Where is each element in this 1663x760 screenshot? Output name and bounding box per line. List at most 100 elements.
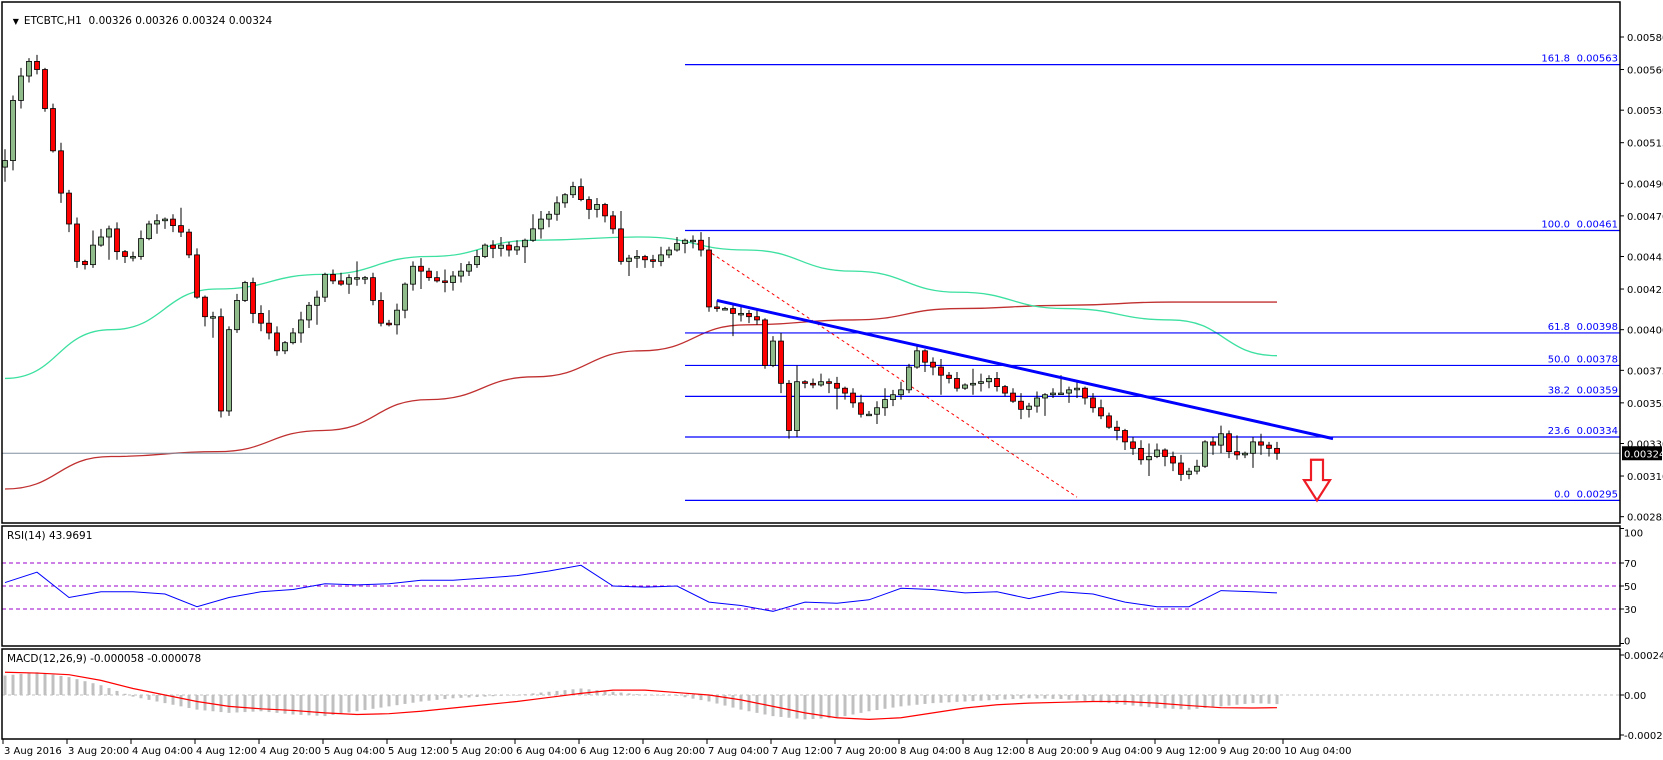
bear-candle-body [834, 382, 840, 389]
macd-histogram-bar [723, 695, 727, 706]
bull-candle-body [26, 60, 32, 77]
bull-candle-body [154, 220, 160, 225]
bull-candle-body [106, 228, 112, 238]
macd-histogram-bar [275, 695, 279, 713]
macd-histogram-bar [1051, 695, 1055, 699]
bull-candle-body [1034, 397, 1040, 407]
candle [530, 214, 536, 242]
candle [754, 310, 760, 325]
candle [498, 236, 504, 257]
candle [834, 376, 840, 410]
bull-candle-body [770, 340, 776, 366]
fib-level-ratio: 0.0 [1554, 489, 1570, 500]
macd-histogram-bar [331, 695, 335, 715]
bear-candle-body [954, 378, 960, 389]
bear-candle-body [754, 316, 760, 321]
macd-histogram-bar [1187, 695, 1191, 710]
candle [1226, 430, 1232, 459]
bull-candle-body [634, 256, 640, 259]
candle [1026, 402, 1032, 418]
rsi-axis-label: 50 [1624, 582, 1637, 593]
price-axis-label: 0.00535 [1627, 106, 1663, 117]
bull-candle-body [298, 319, 304, 334]
macd-histogram-bar [1115, 695, 1119, 704]
candle [250, 277, 256, 324]
bear-candle-body [338, 280, 344, 285]
macd-label: MACD(12,26,9) -0.000058 -0.000078 [7, 653, 202, 665]
macd-histogram-bar [395, 695, 399, 706]
dropdown-triangle-icon[interactable]: ▼ [12, 17, 19, 26]
macd-histogram-bar [307, 695, 311, 716]
bear-candle-body [1002, 386, 1008, 394]
macd-histogram-bar [819, 695, 823, 719]
time-axis-label: 4 Aug 12:00 [196, 746, 257, 757]
candle [210, 311, 216, 338]
fib-level-price: 0.00378 [1577, 354, 1618, 365]
bull-candle-body [1050, 392, 1056, 396]
candle [698, 232, 704, 257]
candle [138, 230, 144, 260]
candle [674, 236, 680, 252]
main-price-pane[interactable]: 161.8 0.00563 100.0 0.00461 61.8 0.00398 50.0 0… [2, 54, 1620, 503]
macd-histogram-bar [515, 695, 519, 696]
macd-histogram-bar [1219, 695, 1223, 707]
rsi-axis-label: 0 [1624, 637, 1630, 648]
bull-candle-body [570, 186, 576, 196]
candle [290, 328, 296, 345]
macd-histogram-bar [739, 695, 743, 710]
rsi-pane[interactable] [2, 562, 1620, 612]
bear-candle-body [810, 382, 816, 386]
macd-histogram-bar [379, 695, 383, 708]
macd-histogram-bar [299, 695, 303, 715]
bull-candle-body [522, 239, 528, 248]
bear-candle-body [170, 218, 176, 227]
macd-histogram-bar [219, 695, 223, 713]
candle [738, 305, 744, 322]
candle [1050, 388, 1056, 398]
bull-candle-body [906, 366, 912, 391]
macd-histogram-bar [875, 695, 879, 711]
macd-histogram-bar [771, 695, 775, 717]
macd-histogram-bar [427, 695, 431, 701]
macd-histogram-bar [931, 695, 935, 704]
bull-candle-body [890, 394, 896, 400]
candle [170, 214, 176, 233]
bear-candle-body [706, 249, 712, 308]
macd-pane[interactable] [2, 671, 1620, 720]
candle [1082, 386, 1088, 405]
macd-histogram-bar [699, 695, 703, 701]
macd-histogram-bar [811, 695, 815, 719]
candle [906, 363, 912, 394]
bear-candle-body [930, 361, 936, 368]
candle [1234, 435, 1240, 460]
candle [538, 210, 544, 239]
candle [2, 149, 8, 182]
bear-candle-body [370, 277, 376, 301]
candle [218, 308, 224, 418]
macd-histogram-bar [19, 673, 23, 695]
time-axis-label: 9 Aug 12:00 [1156, 746, 1217, 757]
bull-candle-body [450, 275, 456, 283]
macd-histogram-bar [635, 694, 639, 695]
bull-candle-body [818, 381, 824, 386]
macd-histogram-bar [123, 693, 127, 695]
candle [74, 217, 80, 268]
candle [226, 326, 232, 416]
candle [1034, 391, 1040, 413]
candle [162, 217, 168, 229]
macd-histogram-bar [155, 695, 159, 702]
macd-histogram-bar [947, 695, 951, 703]
bull-candle-body [314, 296, 320, 306]
macd-histogram-bar [667, 695, 671, 696]
bull-candle-body [1202, 441, 1208, 467]
macd-axis-label: -0.00024 [1624, 731, 1663, 742]
bull-candle-body [978, 381, 984, 384]
bear-candle-body [1266, 444, 1272, 449]
candle [690, 235, 696, 249]
macd-histogram-bar [171, 695, 175, 705]
bear-candle-body [442, 280, 448, 283]
candle [1154, 443, 1160, 459]
macd-histogram-bar [923, 695, 927, 704]
